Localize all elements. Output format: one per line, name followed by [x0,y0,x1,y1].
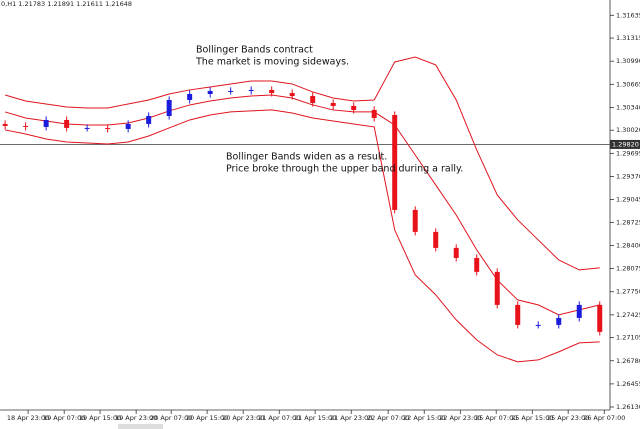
y-tick-label: 1.29695 [616,149,640,157]
candle-body [84,127,90,129]
x-tick-label: 19 Apr 15:00 [79,414,121,422]
x-tick-label: 25 Apr 15:00 [511,414,553,422]
price-label-box [610,139,640,149]
x-tick-label: 22 Apr 07:00 [367,414,409,422]
x-tick-label: 19 Apr 23:00 [115,414,157,422]
candle-body [43,119,49,127]
candle-body [453,247,459,258]
y-tick-label: 1.26455 [616,380,640,388]
candle-body [2,123,8,126]
y-tick-label: 1.28400 [616,241,640,249]
x-tick-label: 20 Apr 23:00 [222,414,264,422]
candle-body [576,304,582,318]
candle-body [269,89,275,94]
candle-body [371,109,377,118]
candle-body [330,102,336,106]
x-tick-label: 25 Apr 07:00 [475,414,517,422]
x-tick-label: 20 Apr 07:00 [150,414,192,422]
candle-body [125,123,131,129]
x-tick-label: 22 Apr 23:00 [439,414,481,422]
candle-body [248,89,254,91]
candle-body [597,304,603,332]
candle-body [207,90,213,94]
candle-body [412,209,418,232]
y-tick-label: 1.28075 [616,265,640,273]
x-tick-label: 21 Apr 23:00 [330,414,372,422]
x-tick-label: 21 Apr 15:00 [294,414,336,422]
bollinger-band [4,94,600,316]
candle-body [433,231,439,248]
candle-body [351,105,357,110]
y-tick-label: 1.28725 [616,218,640,226]
candle-body [289,93,295,96]
x-tick-label: 22 Apr 15:00 [403,414,445,422]
x-tick-label: 21 Apr 07:00 [258,414,300,422]
y-tick-label: 1.26130 [616,403,640,411]
candle-body [310,95,316,103]
x-tick-label: 26 Apr 07:00 [583,414,625,422]
header: 0,H1 1.21783 1.21891 1.21611 1.21648 [1,0,132,8]
y-tick-label: 1.27750 [616,288,640,296]
candle-body [494,271,500,305]
annotation: The market is moving sideways. [195,57,349,68]
annotation: Bollinger Bands contract [196,45,313,56]
y-tick-label: 1.29370 [616,172,640,180]
annotation: Bollinger Bands widen as a result. [226,152,387,163]
y-tick-label: 1.27105 [616,334,640,342]
x-tick-label: 18 Apr 23:00 [7,414,49,422]
candle-body [515,304,521,325]
candle-body [187,93,193,100]
y-tick-label: 1.30665 [616,80,640,88]
candle-body [105,127,111,129]
candle-body [556,317,562,325]
x-tick-label: 20 Apr 15:00 [186,414,228,422]
candle-body [392,114,398,210]
x-tick-label: 25 Apr 23:00 [547,414,589,422]
candle-body [64,119,70,128]
y-tick-label: 1.31635 [616,11,640,19]
candle-body [474,257,480,272]
y-tick-label: 1.29045 [616,196,640,204]
y-tick-label: 1.26780 [616,357,640,365]
bollinger-band [5,109,600,363]
bollinger-band [4,56,600,271]
annotation: Price broke through the upper band durin… [226,164,463,175]
price-label: 1.29820 [612,140,639,148]
y-tick-label: 1.30990 [616,57,640,65]
candle-body [23,125,29,127]
y-tick-label: 1.31315 [616,34,640,42]
candle-body [146,115,152,124]
y-tick-label: 1.27425 [616,311,640,319]
candle-body [535,324,541,326]
candle-body [228,90,234,92]
y-tick-label: 1.30020 [616,126,640,134]
candle-body [166,99,172,116]
y-tick-label: 1.30340 [616,103,640,111]
scrollbar [118,424,163,429]
x-tick-label: 19 Apr 07:00 [43,414,85,422]
